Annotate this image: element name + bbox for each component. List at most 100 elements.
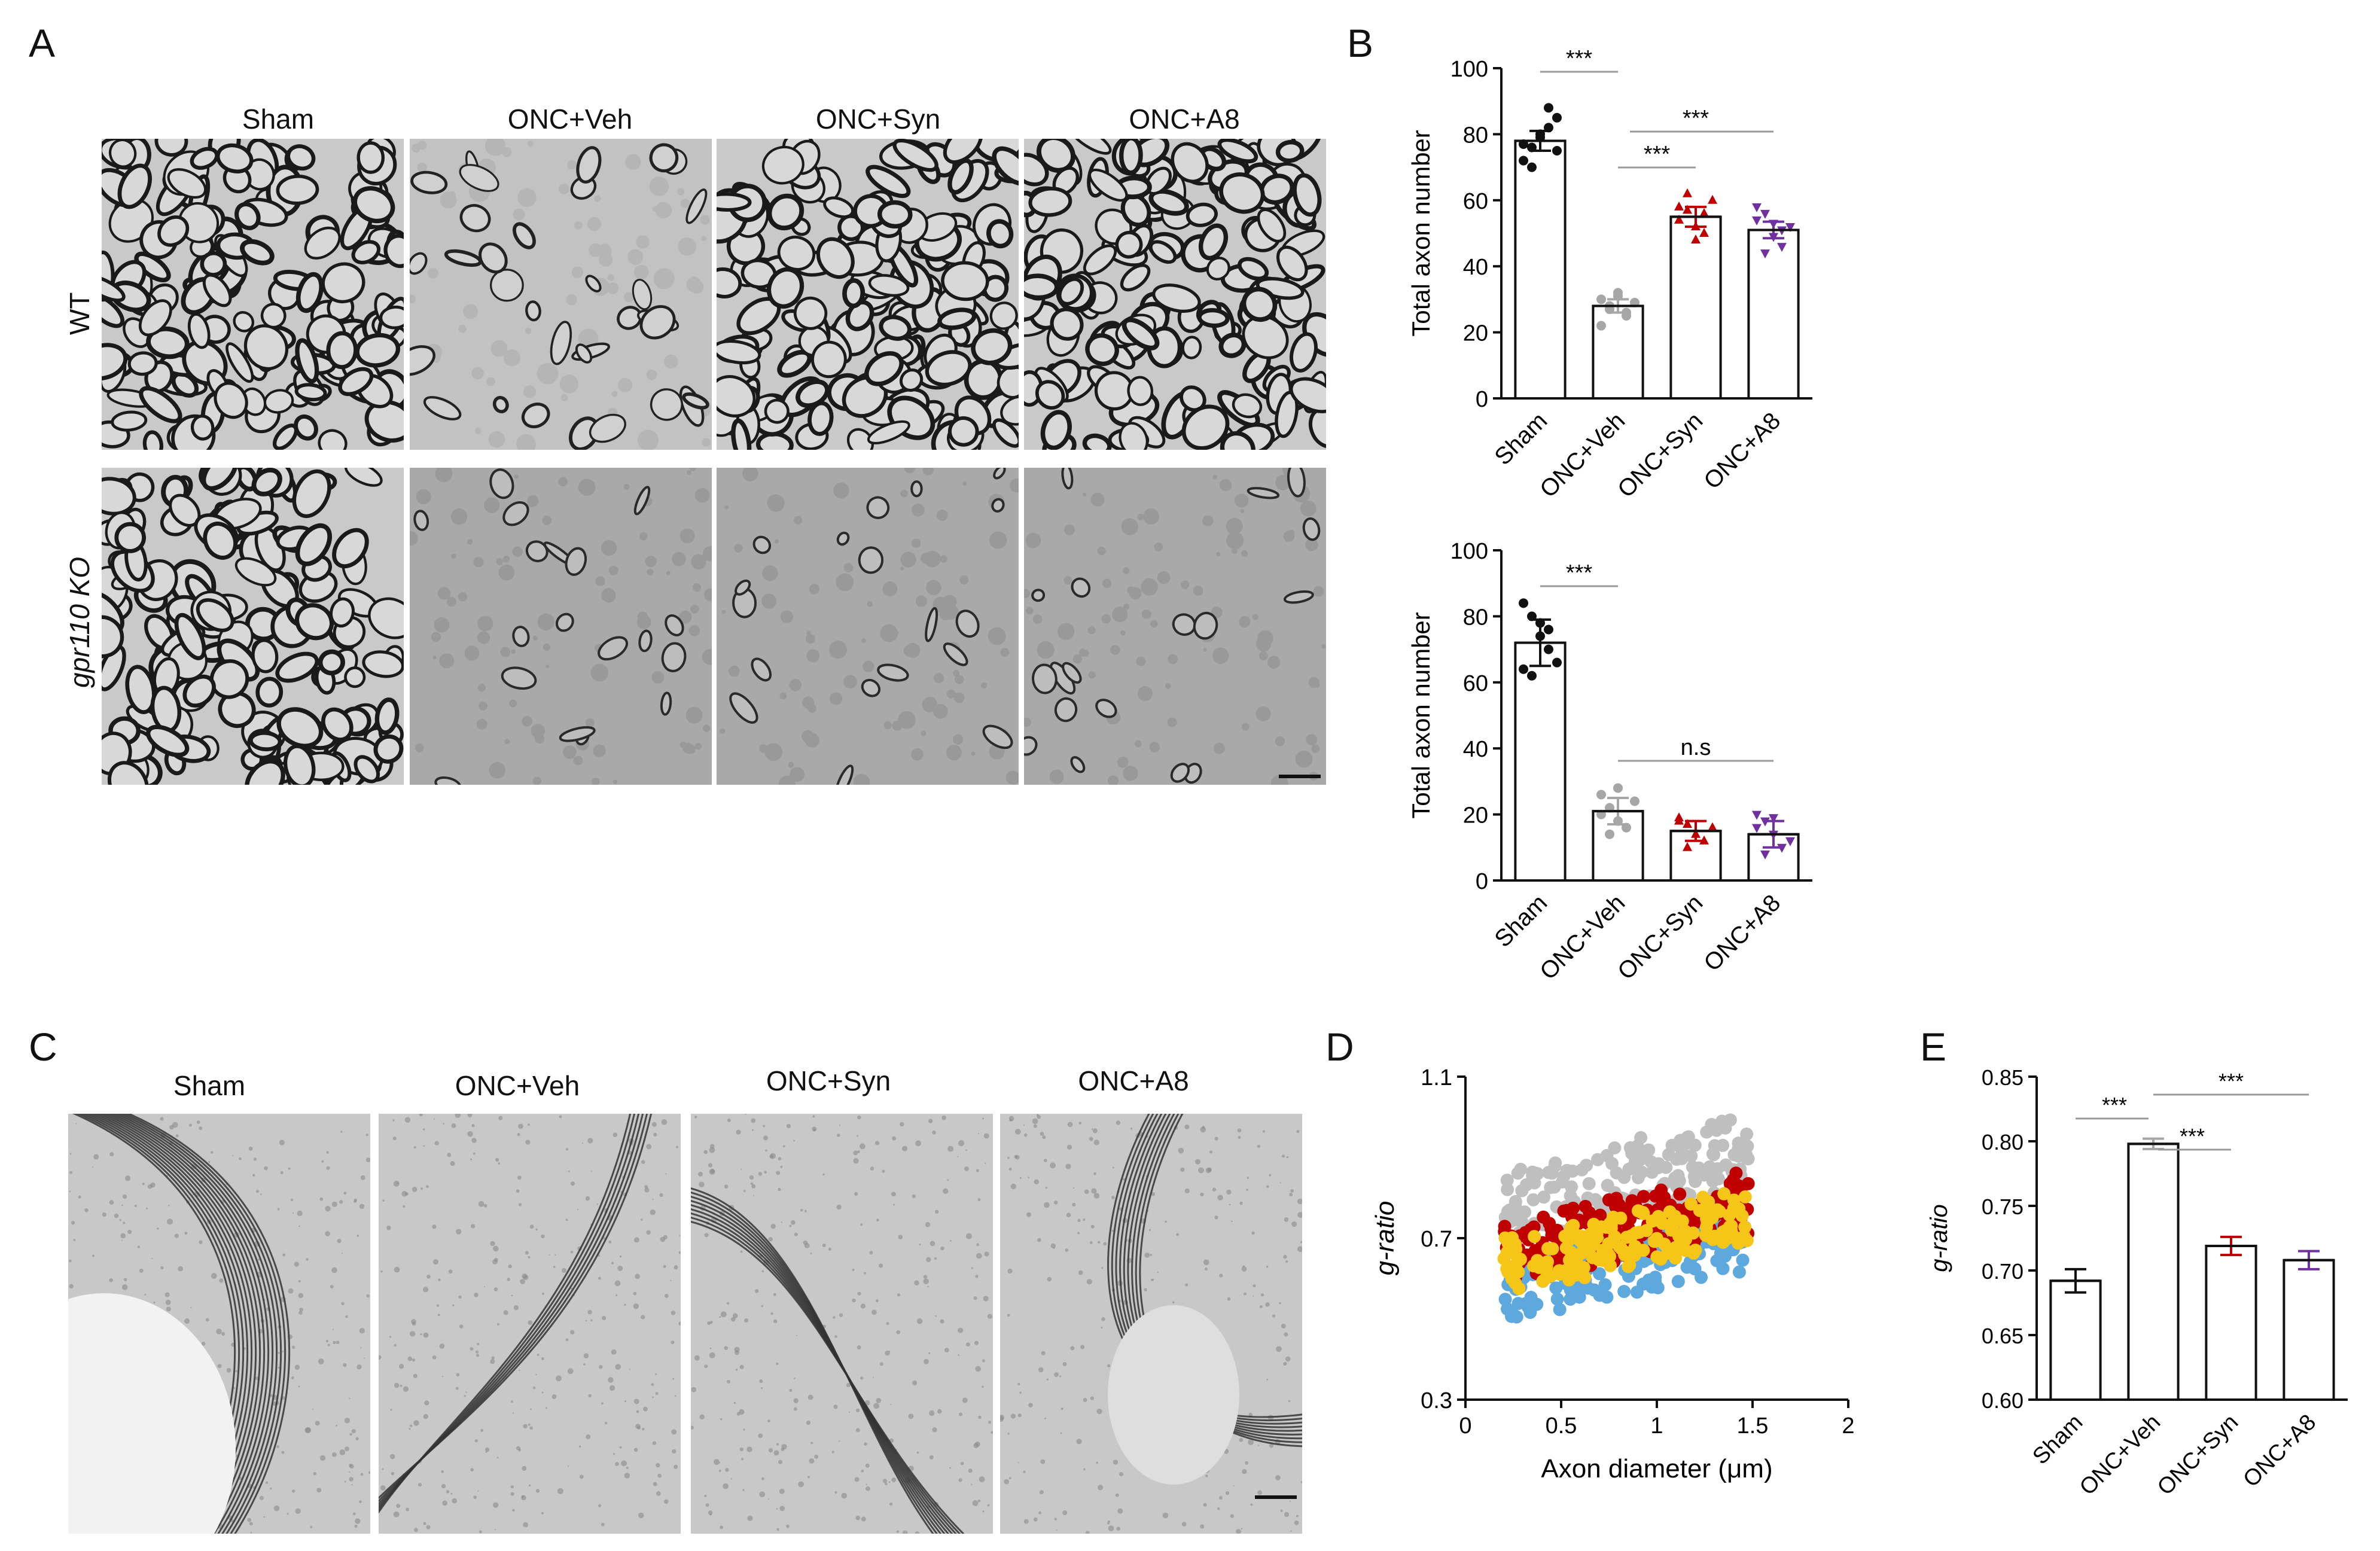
- point: [1708, 194, 1717, 204]
- sig-label: ***: [1566, 560, 1593, 586]
- scatter-point: [1517, 1205, 1531, 1219]
- scatter-point: [1700, 1125, 1714, 1139]
- point: [1527, 671, 1537, 681]
- scatter-point: [1587, 1217, 1601, 1231]
- a-micrograph-wt-syn: [717, 139, 1019, 450]
- bar-3: [2283, 1259, 2335, 1401]
- bar-1: [1592, 304, 1644, 400]
- c-micrograph-sham: [68, 1114, 370, 1534]
- point: [1760, 249, 1770, 259]
- y-tick-label: 0.80: [1982, 1130, 2024, 1154]
- scatter-point: [1723, 1208, 1736, 1222]
- scatter-point: [1711, 1203, 1724, 1217]
- bar-0: [1514, 139, 1567, 400]
- scatter-point: [1695, 1270, 1708, 1284]
- scatter-point: [1700, 1212, 1714, 1226]
- x-tick-label: ONC+Syn: [1613, 889, 1708, 985]
- scatter-point: [1741, 1177, 1755, 1190]
- sig-label: ***: [1566, 48, 1593, 71]
- x-tick-label: ONC+A8: [1699, 889, 1785, 976]
- sig-label: ***: [2102, 1093, 2127, 1117]
- scatter-point: [1507, 1211, 1521, 1225]
- y-tick-label: 0.60: [1982, 1388, 2024, 1413]
- point: [1683, 205, 1692, 214]
- scatter-point: [1526, 1259, 1540, 1273]
- scatter-point: [1580, 1159, 1593, 1172]
- y-tick-label: 40: [1463, 255, 1488, 280]
- scatter-point: [1716, 1261, 1730, 1275]
- y-tick-label: 0.85: [1982, 1065, 2024, 1090]
- a-col-label-veh: ONC+Veh: [507, 103, 633, 135]
- scatter-point: [1511, 1166, 1525, 1180]
- scatter-point: [1617, 1285, 1631, 1299]
- x-tick-label: ONC+Veh: [2075, 1410, 2165, 1500]
- scatter-point: [1581, 1281, 1595, 1295]
- point: [1552, 657, 1562, 668]
- chart-d: 0.3 0.7 1.1 0 0.5 1 1.5 2 Axon diameter (μm) g-ra…: [1370, 1065, 1855, 1483]
- y-axis-label: g-ratio: [1370, 1201, 1400, 1276]
- scatter-point: [1578, 1270, 1592, 1284]
- point: [1527, 162, 1537, 172]
- c-col-label-syn: ONC+Syn: [766, 1065, 891, 1096]
- scatter-point: [1560, 1163, 1574, 1177]
- scatter-point: [1540, 1260, 1553, 1274]
- scatter-point: [1608, 1230, 1622, 1244]
- scatter-point: [1706, 1233, 1720, 1247]
- scatter-point: [1526, 1193, 1540, 1206]
- scatter-point: [1614, 1211, 1628, 1225]
- scatter-point: [1708, 1167, 1721, 1181]
- sig-label: ***: [1644, 142, 1671, 167]
- bar-2: [2205, 1244, 2257, 1401]
- scatter-point: [1738, 1190, 1752, 1203]
- scatter-point: [1545, 1166, 1559, 1180]
- y-tick-label: 100: [1450, 57, 1488, 82]
- a-scale-bar: [1279, 775, 1321, 778]
- x-tick-label: 1: [1650, 1413, 1663, 1439]
- y-axis-label: Total axon number: [1407, 612, 1435, 819]
- point: [1519, 156, 1528, 166]
- sig-label: ***: [2219, 1069, 2244, 1093]
- point: [1760, 850, 1770, 860]
- scatter-point: [1598, 1278, 1612, 1292]
- scatter-point: [1573, 1234, 1587, 1248]
- bar-0: [2049, 1279, 2102, 1401]
- x-tick-label: ONC+Syn: [2153, 1410, 2243, 1500]
- scatter-point: [1718, 1121, 1732, 1135]
- y-tick-label: 80: [1463, 123, 1488, 148]
- scatter-point: [1689, 1244, 1702, 1257]
- bar-2: [1669, 215, 1722, 400]
- scatter-point: [1544, 1181, 1558, 1195]
- point: [1785, 837, 1795, 846]
- scatter-point: [1650, 1232, 1663, 1245]
- scatter-point: [1673, 1187, 1687, 1201]
- c-micrograph-veh: [379, 1114, 681, 1534]
- y-tick-label: 0: [1476, 869, 1488, 894]
- scatter-point: [1566, 1285, 1580, 1299]
- scatter-point: [1666, 1215, 1680, 1229]
- y-tick-label: 20: [1463, 803, 1488, 828]
- scatter-point: [1500, 1174, 1514, 1187]
- a-micrograph-wt-veh: [410, 139, 712, 450]
- point: [1596, 321, 1606, 331]
- scatter-point: [1736, 1253, 1750, 1267]
- x-tick-label: ONC+Veh: [1535, 407, 1630, 502]
- scatter-point: [1498, 1220, 1512, 1233]
- panel-label-a: A: [29, 21, 56, 65]
- scatter-point: [1732, 1202, 1746, 1215]
- scatter-point: [1566, 1202, 1580, 1215]
- point: [1683, 819, 1692, 828]
- panel-label-b: B: [1347, 21, 1374, 65]
- c-col-label-sham: Sham: [173, 1070, 246, 1101]
- a-col-label-syn: ONC+Syn: [815, 103, 941, 135]
- chart-e: 0.60 0.65 0.70 0.75 0.80 0.85 g-ratio ShamONC+V…: [1926, 1065, 2348, 1500]
- scatter-point: [1635, 1165, 1648, 1179]
- c-scale-bar: [1255, 1495, 1297, 1499]
- a-col-label-sham: Sham: [242, 103, 315, 135]
- point: [1708, 822, 1717, 831]
- scatter-point: [1601, 1178, 1614, 1192]
- y-tick-label: 0.3: [1421, 1388, 1452, 1413]
- point: [1630, 796, 1640, 806]
- scatter-point: [1645, 1214, 1659, 1228]
- y-tick-label: 0: [1476, 387, 1488, 412]
- x-tick-label: 0.5: [1546, 1413, 1577, 1439]
